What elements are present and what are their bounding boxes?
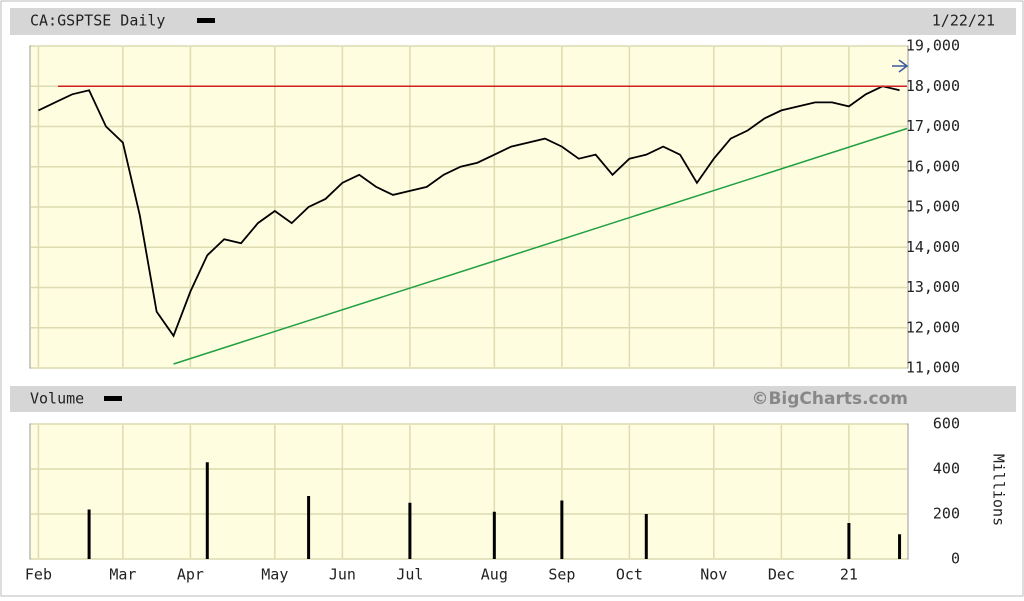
x-tick-label: Aug (481, 566, 508, 584)
volume-bar (847, 523, 851, 559)
y-tick-label: 16,000 (906, 157, 960, 175)
y-tick-label: 11,000 (906, 359, 960, 377)
x-tick-label: Jun (329, 566, 356, 584)
volume-bar (408, 502, 412, 559)
date-label: 1/22/21 (932, 12, 995, 30)
chart-title: CA:GSPTSE Daily (30, 12, 165, 30)
legend-swatch (197, 18, 215, 23)
y-tick-label: 14,000 (906, 238, 960, 256)
x-tick-label: Sep (548, 566, 575, 584)
y-tick-label: 17,000 (906, 117, 960, 135)
x-tick-label: Apr (177, 566, 204, 584)
x-tick-label: Jul (396, 566, 423, 584)
volume-bar (492, 511, 496, 559)
source: ©BigCharts.com (751, 389, 908, 409)
arrow (892, 59, 909, 73)
volume-title: Volume (30, 390, 84, 408)
x-tick-label: Oct (616, 566, 643, 584)
y-tick-label: 200 (933, 505, 960, 523)
y-tick-label: 0 (951, 550, 960, 568)
volume-header (10, 386, 1016, 412)
annotation-line (173, 127, 908, 365)
volume-bar (87, 509, 91, 559)
y-tick-label: 400 (933, 460, 960, 478)
y-axis-label: Millions (990, 454, 1008, 526)
y-tick-label: 19,000 (906, 37, 960, 55)
x-tick-label: Mar (109, 566, 136, 584)
y-tick-label: 15,000 (906, 198, 960, 216)
volume-bar (898, 534, 902, 559)
x-tick-label: Feb (25, 566, 52, 584)
volume-bar (560, 500, 564, 559)
volume-bar (307, 496, 311, 559)
y-tick-label: 18,000 (906, 77, 960, 95)
volume-bar (205, 462, 209, 559)
volume-plot (29, 423, 909, 560)
y-tick-label: 12,000 (906, 318, 960, 336)
x-tick-label: Nov (700, 566, 727, 584)
volume-bar (644, 514, 648, 559)
y-tick-label: 13,000 (906, 278, 960, 296)
legend-swatch (104, 396, 122, 401)
x-tick-label: 21 (840, 566, 858, 584)
y-tick-label: 600 (933, 415, 960, 433)
price-line (38, 85, 900, 338)
x-tick-label: May (261, 566, 288, 584)
price-header (10, 8, 1016, 35)
x-tick-label: Dec (768, 566, 795, 584)
